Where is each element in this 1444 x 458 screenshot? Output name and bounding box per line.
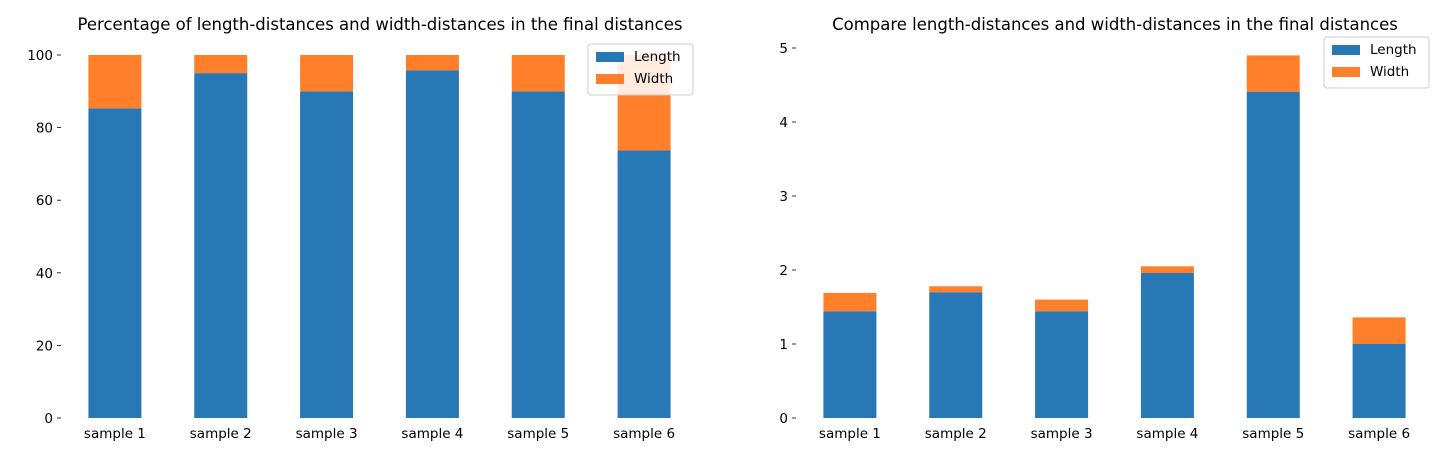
y-tick-label: 0 <box>779 411 788 427</box>
bar-length-2 <box>929 292 983 418</box>
bar-length-5 <box>511 91 565 419</box>
bar-length-6 <box>617 150 671 418</box>
x-tick-label: sample 4 <box>1136 426 1198 442</box>
bar-length-1 <box>823 311 877 418</box>
y-tick-label: 4 <box>779 115 788 131</box>
x-tick-label: sample 1 <box>84 426 146 442</box>
x-tick-label: sample 2 <box>925 426 987 442</box>
x-tick-label: sample 5 <box>507 426 569 442</box>
legend-swatch <box>596 74 624 84</box>
x-tick-label: sample 3 <box>296 426 358 442</box>
legend: Length Width <box>587 43 694 96</box>
chart-panel-compare: Compare length-distances and width-dista… <box>779 15 1430 442</box>
bar-width-1 <box>823 292 877 312</box>
chart-title: Percentage of length-distances and width… <box>78 15 683 34</box>
chart-title: Compare length-distances and width-dista… <box>832 15 1398 34</box>
bar-width-6 <box>1352 317 1406 344</box>
y-tick-label: 2 <box>779 263 788 279</box>
legend-label: Length <box>634 49 681 65</box>
y-tick-label: 5 <box>779 41 788 57</box>
y-tick-label: 3 <box>779 189 788 205</box>
y-tick-label: 40 <box>36 266 53 282</box>
bar-width-3 <box>300 55 354 92</box>
bar-width-2 <box>929 286 983 293</box>
x-tick-label: sample 5 <box>1242 426 1304 442</box>
legend: Length Width <box>1323 36 1430 89</box>
x-tick-label: sample 6 <box>1348 426 1410 442</box>
bar-width-5 <box>511 55 565 92</box>
y-tick-label: 0 <box>44 411 53 427</box>
legend-label: Length <box>1370 42 1417 58</box>
legend-swatch <box>596 52 624 62</box>
bar-length-2 <box>194 73 248 419</box>
bar-length-3 <box>300 91 354 419</box>
x-tick-label: sample 4 <box>401 426 463 442</box>
bar-width-5 <box>1246 55 1300 92</box>
y-tick-label: 80 <box>36 121 53 137</box>
bar-width-4 <box>405 55 459 71</box>
bar-width-4 <box>1140 266 1194 273</box>
bar-length-4 <box>1140 272 1194 418</box>
legend-label: Width <box>1370 64 1409 80</box>
y-tick-label: 100 <box>27 48 53 64</box>
x-tick-label: sample 6 <box>613 426 675 442</box>
bar-length-4 <box>405 70 459 418</box>
bar-width-2 <box>194 55 248 74</box>
bar-width-3 <box>1035 299 1089 312</box>
y-tick-label: 60 <box>36 193 53 209</box>
legend-swatch <box>1332 67 1360 77</box>
legend-swatch <box>1332 45 1360 55</box>
x-tick-label: sample 3 <box>1031 426 1093 442</box>
bar-length-5 <box>1246 91 1300 418</box>
legend-label: Width <box>634 71 673 87</box>
x-tick-label: sample 1 <box>819 426 881 442</box>
y-tick-label: 20 <box>36 338 53 354</box>
bar-length-6 <box>1352 344 1406 418</box>
bar-width-1 <box>88 55 142 109</box>
y-tick-label: 1 <box>779 337 788 353</box>
chart-panel-percentage: Percentage of length-distances and width… <box>27 15 694 442</box>
bar-length-1 <box>88 108 142 419</box>
bar-length-3 <box>1035 311 1089 418</box>
x-tick-label: sample 2 <box>190 426 252 442</box>
